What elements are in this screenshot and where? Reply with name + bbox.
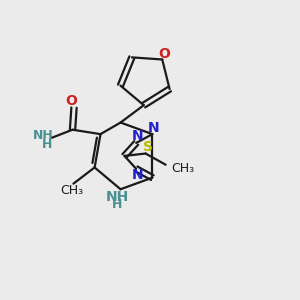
Text: CH₃: CH₃ [171,162,194,175]
Text: CH₃: CH₃ [60,184,83,196]
Text: H: H [112,198,122,211]
Text: H: H [42,138,52,151]
Text: O: O [66,94,78,108]
Text: N: N [132,168,143,182]
Text: NH: NH [105,190,129,205]
Text: N: N [132,130,143,143]
Text: N: N [148,121,160,135]
Text: O: O [159,47,170,61]
Text: NH: NH [33,128,53,142]
Text: S: S [143,140,153,154]
